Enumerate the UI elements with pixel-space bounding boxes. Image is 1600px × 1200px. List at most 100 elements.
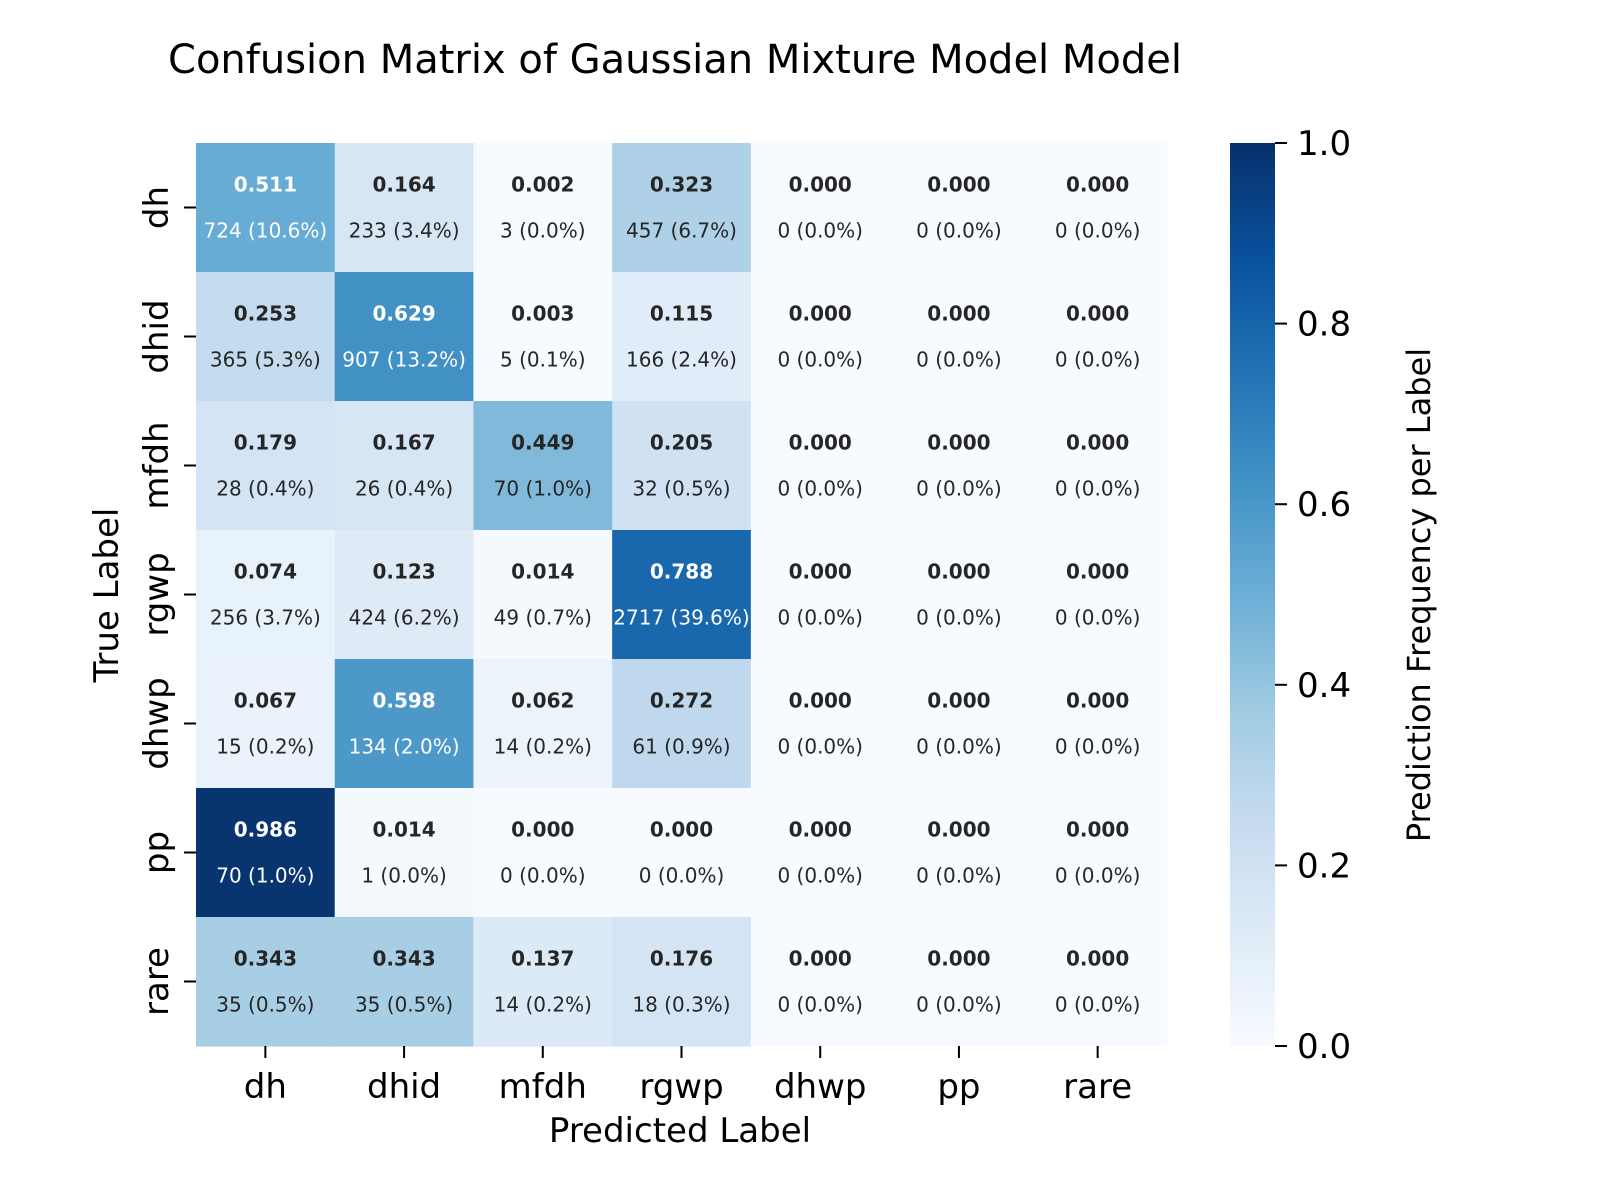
heatmap-cell <box>612 143 752 273</box>
cell-count-label: 907 (13.2%) <box>342 348 466 372</box>
y-tick-label: dhwp <box>137 677 177 770</box>
y-tick-label: mfdh <box>137 421 177 509</box>
heatmap-cell <box>473 272 613 402</box>
cell-value-label: 0.000 <box>789 818 852 842</box>
cell-count-label: 61 (0.9%) <box>632 735 730 759</box>
y-tick-label: rgwp <box>137 552 177 636</box>
cell-value-label: 0.598 <box>372 689 435 713</box>
heatmap-cell <box>889 917 1029 1047</box>
cell-count-label: 0 (0.0%) <box>777 477 863 501</box>
cell-value-label: 0.014 <box>372 818 435 842</box>
heatmap-cell <box>334 659 475 789</box>
cell-count-label: 0 (0.0%) <box>1055 477 1141 501</box>
cell-count-label: 134 (2.0%) <box>349 735 460 759</box>
cell-value-label: 0.000 <box>1066 560 1129 584</box>
heatmap-cell <box>612 917 752 1047</box>
heatmap-cell <box>334 917 475 1047</box>
cell-value-label: 0.449 <box>511 431 574 455</box>
cell-count-label: 724 (10.6%) <box>204 219 328 243</box>
cell-value-label: 0.000 <box>789 302 852 326</box>
cell-count-label: 233 (3.4%) <box>349 219 460 243</box>
cell-count-label: 0 (0.0%) <box>1055 219 1141 243</box>
cell-value-label: 0.000 <box>1066 818 1129 842</box>
heatmap-cell <box>612 659 752 789</box>
cell-value-label: 0.115 <box>650 302 713 326</box>
heatmap-cell <box>1028 917 1168 1047</box>
cell-value-label: 0.000 <box>1066 689 1129 713</box>
cell-count-label: 0 (0.0%) <box>1055 606 1141 630</box>
cell-count-label: 0 (0.0%) <box>777 993 863 1017</box>
cell-value-label: 0.000 <box>927 818 990 842</box>
cell-count-label: 0 (0.0%) <box>916 477 1002 501</box>
heatmap-cell <box>473 530 613 660</box>
colorbar-tick-label: 0.6 <box>1297 485 1351 525</box>
cell-count-label: 3 (0.0%) <box>500 219 586 243</box>
cell-count-label: 14 (0.2%) <box>494 993 592 1017</box>
cell-value-label: 0.511 <box>234 173 297 197</box>
cell-count-label: 35 (0.5%) <box>355 993 453 1017</box>
cell-value-label: 0.000 <box>789 173 852 197</box>
heatmap-cell <box>750 530 891 660</box>
colorbar-label: Prediction Frequency per Label <box>1400 348 1438 842</box>
cell-value-label: 0.000 <box>927 560 990 584</box>
cell-value-label: 0.000 <box>789 431 852 455</box>
heatmap-cell <box>196 659 336 789</box>
cell-value-label: 0.000 <box>650 818 713 842</box>
y-tick-label: dhid <box>137 299 177 373</box>
cell-count-label: 2717 (39.6%) <box>613 606 749 630</box>
heatmap-cell <box>334 788 475 918</box>
cell-value-label: 0.788 <box>650 560 713 584</box>
x-axis-label: Predicted Label <box>549 1111 811 1151</box>
cell-value-label: 0.167 <box>372 431 435 455</box>
cell-value-label: 0.074 <box>234 560 297 584</box>
cell-count-label: 70 (1.0%) <box>216 864 314 888</box>
cell-count-label: 0 (0.0%) <box>1055 735 1141 759</box>
x-tick-label: pp <box>937 1067 980 1107</box>
cell-value-label: 0.062 <box>511 689 574 713</box>
heatmap-cell <box>334 272 475 402</box>
heatmap-cell <box>750 143 891 273</box>
heatmap-cell <box>750 917 891 1047</box>
heatmap-cell <box>889 530 1029 660</box>
cell-count-label: 14 (0.2%) <box>494 735 592 759</box>
cell-count-label: 28 (0.4%) <box>216 477 314 501</box>
heatmap-cell <box>1028 788 1168 918</box>
heatmap-cell <box>1028 143 1168 273</box>
y-axis-label: True Label <box>87 508 127 684</box>
cell-value-label: 0.000 <box>789 947 852 971</box>
x-tick-label: rgwp <box>639 1067 723 1107</box>
cell-count-label: 0 (0.0%) <box>777 864 863 888</box>
cell-count-label: 0 (0.0%) <box>500 864 586 888</box>
cell-value-label: 0.000 <box>789 560 852 584</box>
cell-count-label: 0 (0.0%) <box>916 348 1002 372</box>
cell-count-label: 26 (0.4%) <box>355 477 453 501</box>
cell-count-label: 35 (0.5%) <box>216 993 314 1017</box>
heatmap-cell <box>612 788 752 918</box>
heatmap-cell <box>612 401 752 531</box>
cell-value-label: 0.000 <box>927 689 990 713</box>
colorbar-tick-label: 0.8 <box>1297 305 1351 345</box>
cell-count-label: 0 (0.0%) <box>1055 348 1141 372</box>
heatmap-cell <box>196 143 336 273</box>
cell-count-label: 0 (0.0%) <box>916 735 1002 759</box>
heatmap-cell <box>889 143 1029 273</box>
cell-count-label: 457 (6.7%) <box>626 219 737 243</box>
cell-count-label: 365 (5.3%) <box>210 348 321 372</box>
cell-count-label: 18 (0.3%) <box>632 993 730 1017</box>
chart-title: Confusion Matrix of Gaussian Mixture Mod… <box>168 37 1182 83</box>
cell-value-label: 0.003 <box>511 302 574 326</box>
heatmap-cells <box>196 143 1168 1047</box>
heatmap-cell <box>889 272 1029 402</box>
colorbar-tick-label: 0.0 <box>1297 1027 1351 1067</box>
heatmap-cell <box>334 401 475 531</box>
heatmap-cell <box>750 659 891 789</box>
cell-value-label: 0.343 <box>234 947 297 971</box>
cell-count-label: 0 (0.0%) <box>777 219 863 243</box>
cell-value-label: 0.000 <box>1066 947 1129 971</box>
cell-value-label: 0.000 <box>927 302 990 326</box>
colorbar-gradient <box>1230 143 1275 1046</box>
x-tick-label: dhwp <box>774 1067 867 1107</box>
cell-value-label: 0.986 <box>234 818 297 842</box>
colorbar-tick-label: 1.0 <box>1297 124 1351 164</box>
heatmap-cell <box>473 788 613 918</box>
